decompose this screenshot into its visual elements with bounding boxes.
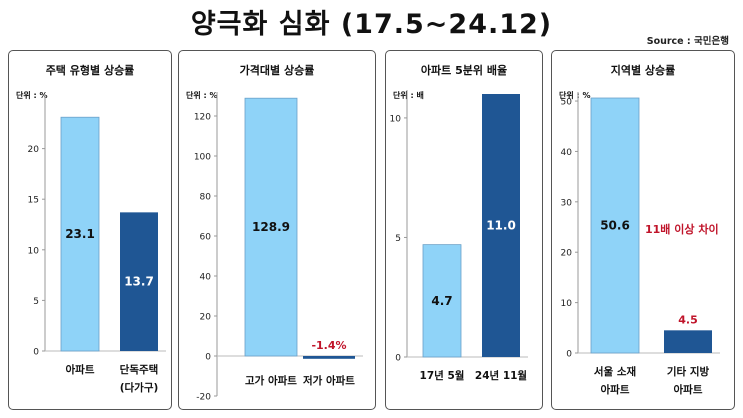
bar-value-label: 128.9 — [252, 220, 290, 234]
y-tick-label: 120 — [194, 113, 211, 123]
y-tick-label: 0 — [566, 350, 572, 360]
chart-title: 아파트 5분위 배율 — [420, 64, 508, 77]
bar-value-label: 23.1 — [65, 227, 95, 241]
bar-chart-housing-type: 0 5 10 15 20 23.1 아파트 13.7 단독주택 (다가구) — [28, 94, 166, 394]
page-title: 양극화 심화 (17.5~24.12) — [190, 9, 553, 40]
category-label: 서울 소재 — [594, 365, 636, 378]
category-label: 아파트 — [66, 363, 95, 376]
bar-chart-price-range: -20 0 20 40 60 80 100 120 128.9 고가 아파트 -1.4% 저가 아파트 — [194, 92, 363, 403]
unit-label: 단위 : % — [16, 91, 48, 100]
category-label: 고가 아파트 — [245, 374, 297, 387]
bar — [244, 97, 298, 357]
category-label: 단독주택 — [120, 363, 159, 376]
bar-value-label: 11.0 — [486, 219, 516, 233]
chart-panel-quintile-ratio: 아파트 5분위 배율 단위 : 배 0 5 10 4.7 17년 5월 11.0 24년 1… — [385, 50, 543, 410]
chart-panel-housing-type: 주택 유형별 상승률 단위 : % 0 5 10 15 20 23.1 아파트 13.7 단독주… — [8, 50, 172, 410]
chart-panel-price-range: 가격대별 상승률 단위 : % -20 0 20 40 60 80 100 120 128.9 고… — [178, 50, 376, 410]
category-label: 아파트 — [601, 383, 630, 396]
y-tick-label: 0 — [33, 348, 39, 358]
bar-value-label: -1.4% — [311, 339, 346, 352]
chart-title: 가격대별 상승률 — [239, 64, 315, 77]
y-tick-label: 30 — [561, 198, 573, 208]
y-tick-label: 0 — [395, 354, 401, 364]
y-tick-label: 10 — [561, 299, 573, 309]
y-tick-label: 10 — [390, 114, 402, 124]
category-label: 17년 5월 — [420, 369, 465, 382]
difference-annotation: 11배 이상 차이 — [645, 223, 719, 236]
unit-label: 단위 : % — [559, 91, 591, 100]
y-tick-label: 20 — [28, 145, 40, 155]
chart-title: 주택 유형별 상승률 — [45, 64, 135, 77]
bar — [60, 116, 100, 352]
bar — [482, 94, 520, 357]
category-label: (다가구) — [120, 381, 159, 394]
bar — [120, 212, 158, 351]
y-tick-label: 40 — [200, 273, 212, 283]
y-tick-label: 5 — [395, 234, 401, 244]
y-tick-label: 15 — [28, 196, 39, 206]
bar-chart-quintile-ratio: 0 5 10 4.7 17년 5월 11.0 24년 11월 — [390, 90, 528, 382]
y-tick-label: 0 — [205, 353, 211, 363]
bar — [303, 356, 355, 359]
y-tick-label: 10 — [28, 246, 40, 256]
category-label: 기타 지방 — [667, 365, 710, 378]
y-tick-label: -20 — [196, 393, 211, 403]
y-tick-label: 40 — [561, 148, 573, 158]
category-label: 저가 아파트 — [303, 374, 355, 387]
category-label: 24년 11월 — [475, 369, 527, 382]
bar-value-label: 50.6 — [600, 219, 630, 233]
bar-value-label: 4.5 — [678, 313, 698, 326]
bar — [422, 244, 462, 358]
y-tick-label: 60 — [200, 233, 212, 243]
unit-label: 단위 : % — [186, 91, 218, 100]
bar-value-label: 13.7 — [124, 275, 154, 289]
bar — [664, 330, 712, 353]
category-label: 아파트 — [674, 383, 703, 396]
y-tick-label: 20 — [561, 249, 573, 259]
y-tick-label: 50 — [561, 98, 573, 108]
y-tick-label: 100 — [194, 153, 211, 163]
source-label: Source : 국민은행 — [646, 36, 729, 47]
bar — [590, 97, 640, 354]
bar-value-label: 4.7 — [431, 294, 452, 308]
chart-panel-region: 지역별 상승률 단위 : % 11배 이상 차이 0 10 20 30 40 50 50.6… — [551, 50, 735, 410]
y-tick-label: 80 — [200, 193, 212, 203]
y-tick-label: 20 — [200, 313, 212, 323]
chart-title: 지역별 상승률 — [610, 64, 676, 77]
unit-label: 단위 : 배 — [393, 91, 424, 100]
y-tick-label: 5 — [33, 297, 39, 307]
